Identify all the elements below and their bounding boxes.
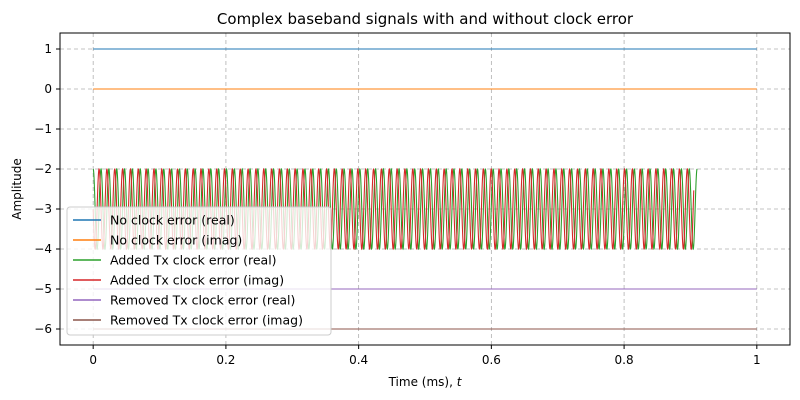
y-tick-label: −5 <box>34 282 52 296</box>
legend-label: Added Tx clock error (imag) <box>110 273 284 288</box>
y-tick-label: −4 <box>34 242 52 256</box>
x-tick-label: 1 <box>753 353 761 367</box>
x-axis: 0 0.2 0.4 0.6 0.8 1 <box>89 345 761 367</box>
y-tick-label: −6 <box>34 322 52 336</box>
y-axis-label: Amplitude <box>10 158 24 220</box>
y-tick-label: 1 <box>44 42 52 56</box>
legend-label: Removed Tx clock error (real) <box>110 293 295 308</box>
legend: No clock error (real) No clock error (ima… <box>66 206 332 336</box>
series-line-2 <box>92 167 698 251</box>
legend-label: No clock error (imag) <box>110 233 242 248</box>
plot-area-frame <box>59 32 791 346</box>
y-axis: 1 0 −1 −2 −3 −4 −5 −6 <box>34 42 60 336</box>
legend-label: Removed Tx clock error (imag) <box>110 313 303 328</box>
legend-label: No clock error (real) <box>110 213 235 228</box>
x-tick-label: 0.4 <box>349 353 368 367</box>
y-tick-label: −2 <box>34 162 52 176</box>
x-axis-label: Time (ms), t <box>388 375 463 389</box>
x-tick-label: 0.2 <box>216 353 235 367</box>
x-tick-label: 0 <box>89 353 97 367</box>
series-line-3 <box>92 167 695 251</box>
y-tick-label: 0 <box>44 82 52 96</box>
y-tick-label: −1 <box>34 122 52 136</box>
chart-title: Complex baseband signals with and withou… <box>217 10 634 28</box>
legend-box <box>66 206 332 336</box>
x-tick-label: 0.8 <box>615 353 634 367</box>
x-tick-label: 0.6 <box>482 353 501 367</box>
y-tick-label: −3 <box>34 202 52 216</box>
legend-label: Added Tx clock error (real) <box>110 253 277 268</box>
